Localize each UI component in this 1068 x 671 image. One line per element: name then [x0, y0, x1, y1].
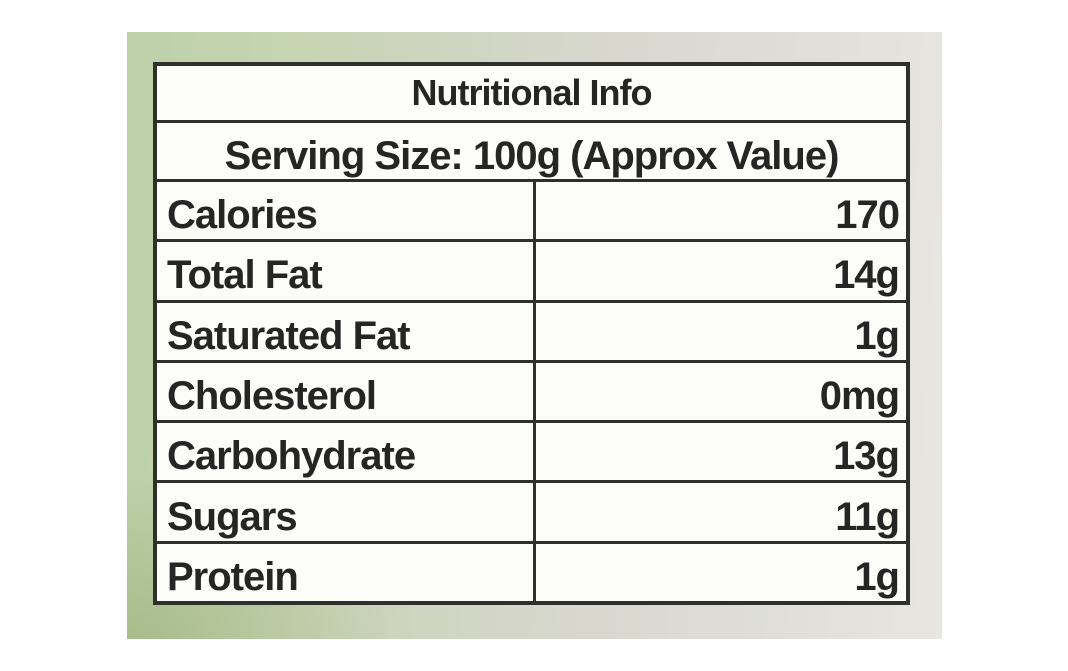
- row-label-total-fat: Total Fat: [157, 242, 533, 300]
- row-value-sugars: 11g: [536, 483, 906, 541]
- serving-size-line: Serving Size: 100g (Approx Value): [157, 123, 906, 179]
- nutrition-facts-table: Nutritional Info Serving Size: 100g (App…: [153, 62, 910, 605]
- row-value-cholesterol: 0mg: [536, 362, 906, 421]
- row-label-cholesterol: Cholesterol: [157, 362, 533, 421]
- row-value-protein: 1g: [536, 543, 906, 601]
- row-label-carbohydrate: Carbohydrate: [157, 423, 533, 481]
- table-title: Nutritional Info: [157, 66, 906, 120]
- product-label-photo: Nutritional Info Serving Size: 100g (App…: [127, 32, 942, 639]
- row-label-protein: Protein: [157, 543, 533, 601]
- row-label-calories: Calories: [157, 182, 533, 240]
- row-value-total-fat: 14g: [536, 242, 906, 300]
- row-value-saturated-fat: 1g: [536, 302, 906, 360]
- row-value-carbohydrate: 13g: [536, 423, 906, 481]
- row-label-sugars: Sugars: [157, 483, 533, 541]
- row-value-calories: 170: [536, 182, 906, 240]
- row-label-saturated-fat: Saturated Fat: [157, 302, 533, 360]
